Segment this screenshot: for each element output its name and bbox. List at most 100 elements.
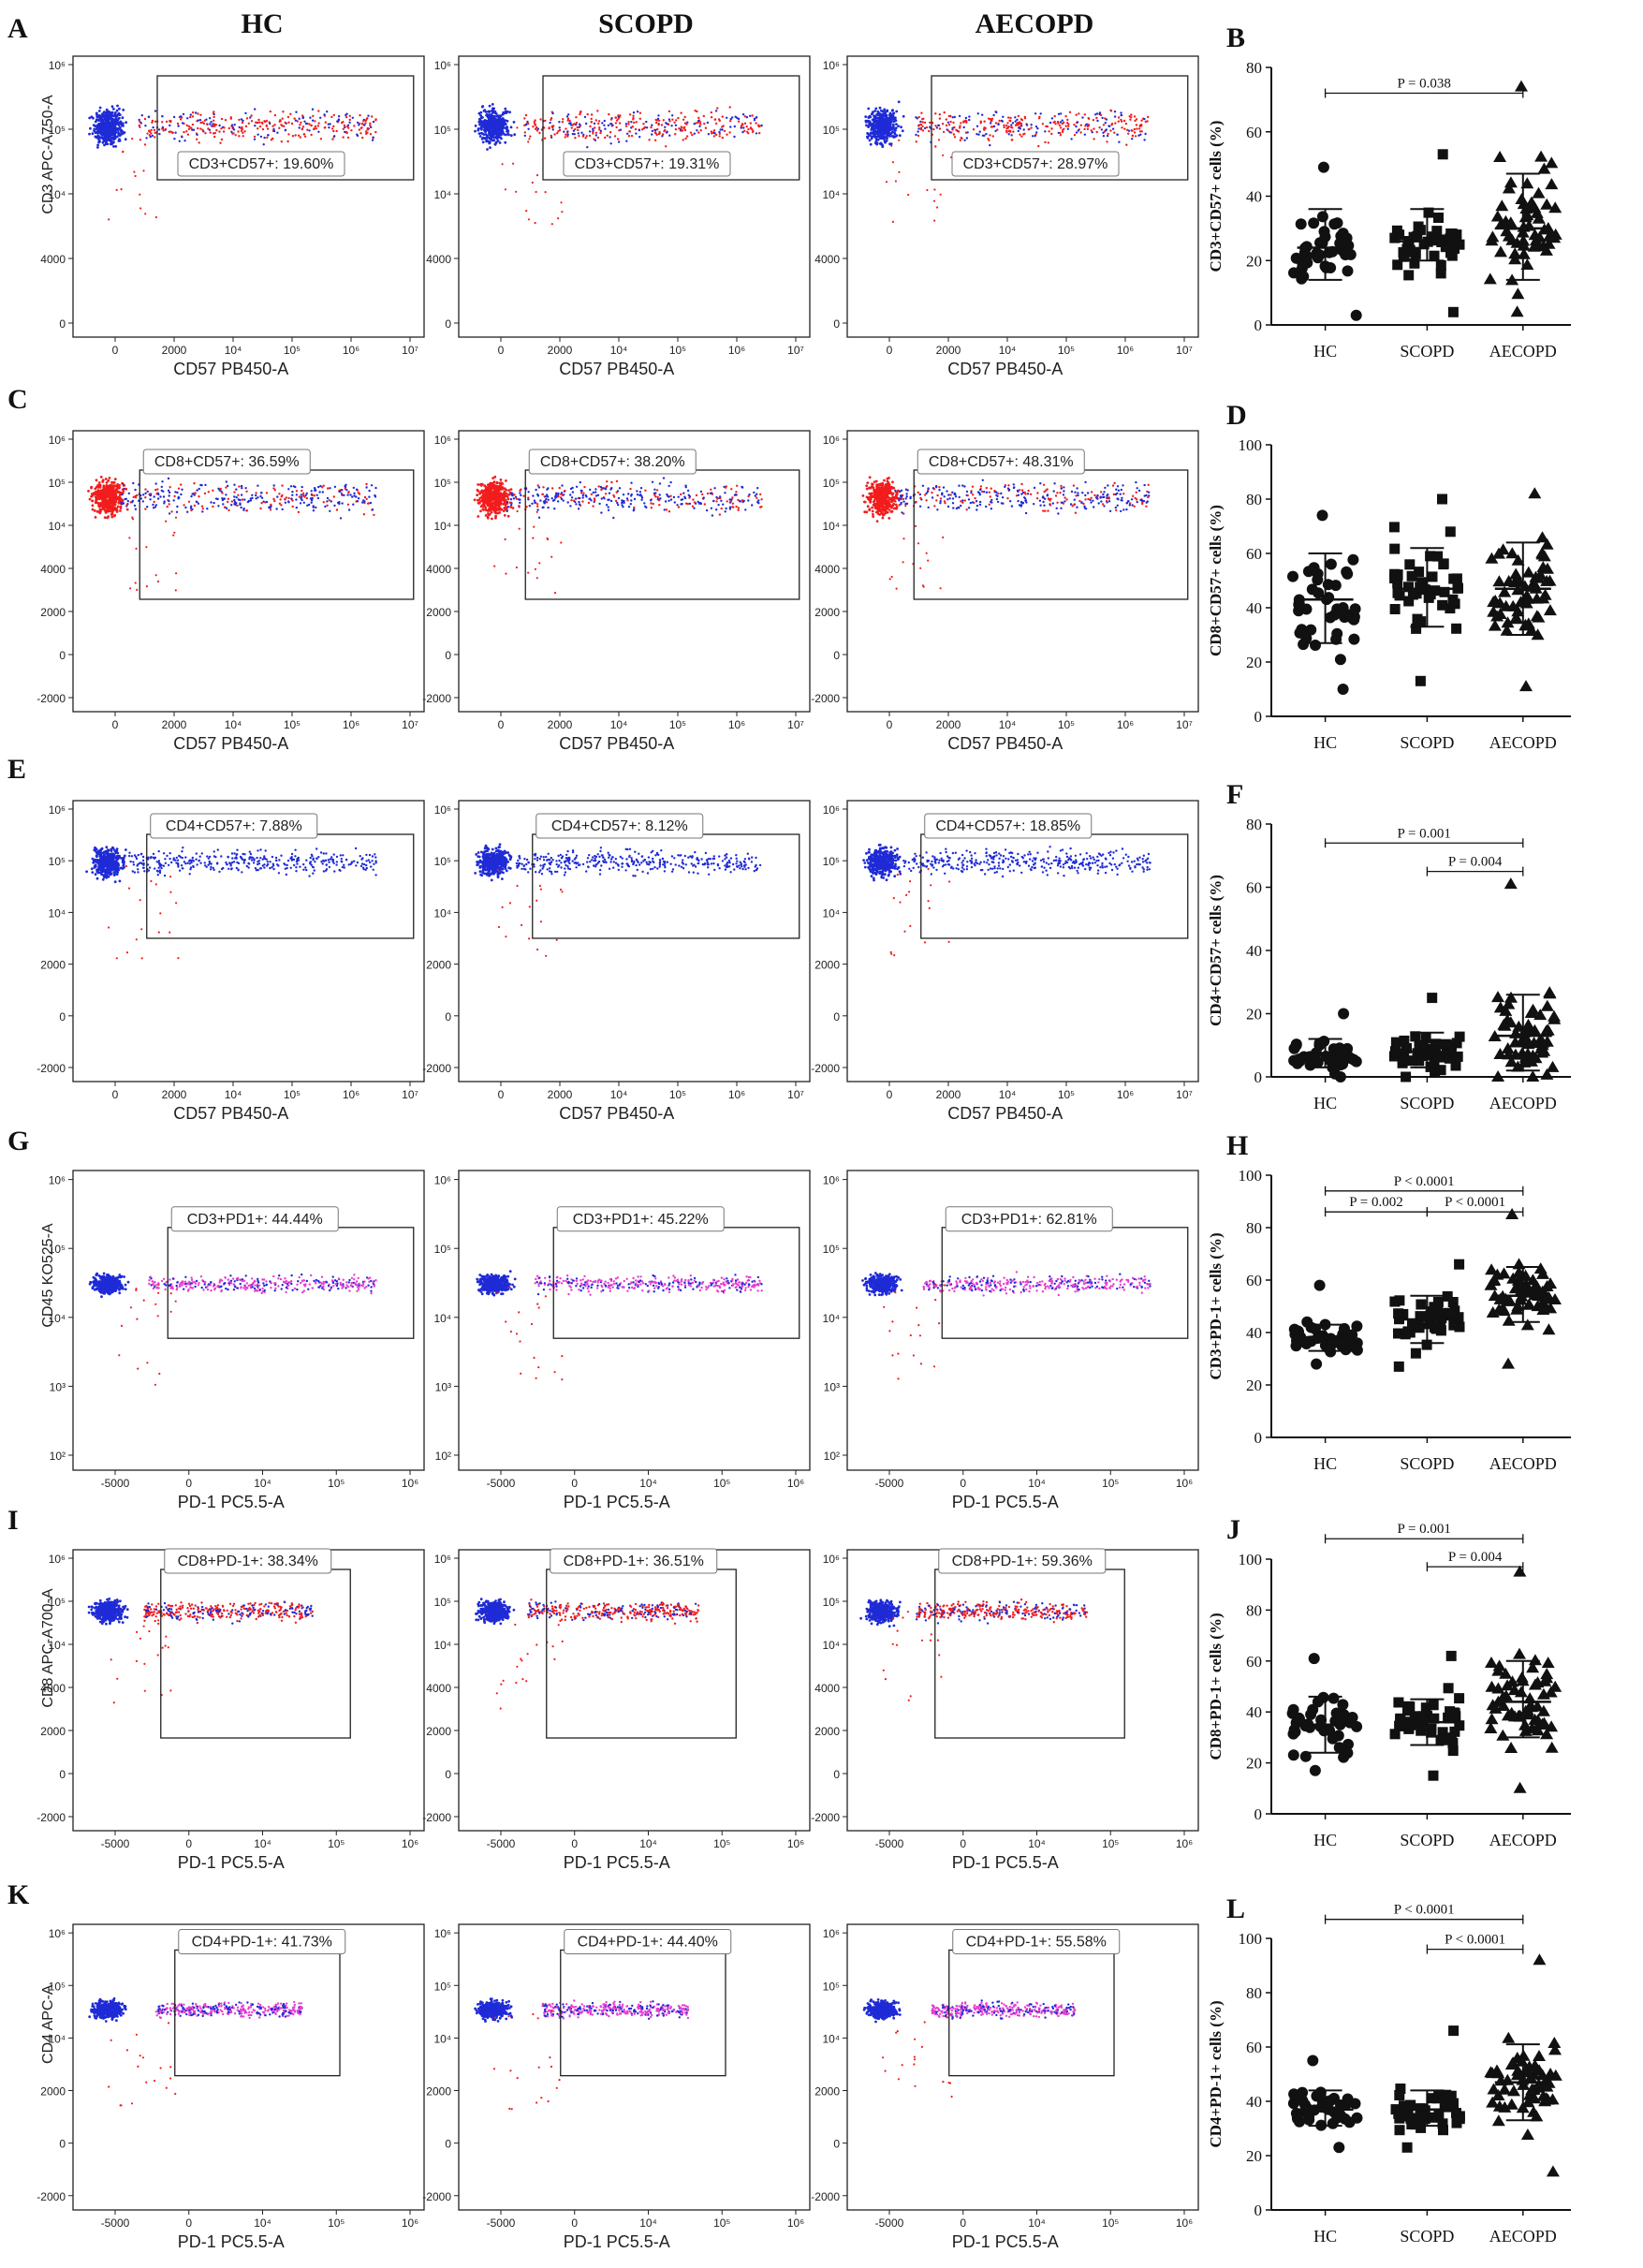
event-dot (366, 131, 369, 134)
event-dot (494, 508, 498, 512)
event-dot (238, 485, 241, 488)
event-dot (594, 126, 596, 129)
event-dot (1034, 112, 1037, 115)
event-dot (102, 486, 106, 490)
event-dot (674, 127, 678, 131)
event-dot (551, 128, 554, 131)
event-dot (1143, 494, 1146, 497)
event-dot (479, 125, 483, 129)
event-dot (321, 491, 324, 493)
event-dot (1006, 497, 1009, 500)
event-dot (608, 112, 610, 116)
event-dot (504, 140, 507, 144)
event-dot (253, 135, 257, 139)
event-dot (347, 491, 350, 494)
event-dot (170, 510, 173, 513)
event-dot (520, 488, 522, 491)
event-dot (109, 504, 111, 507)
event-dot (101, 490, 105, 493)
event-dot (901, 129, 904, 133)
y-tick-label: 10⁶ (49, 59, 66, 72)
event-dot (578, 500, 580, 504)
event-dot (951, 116, 954, 119)
column-headers: HC SCOPD AECOPD (242, 8, 1094, 39)
event-dot (724, 486, 727, 489)
event-dot (665, 508, 668, 511)
event-dot (255, 493, 257, 497)
event-dot (232, 128, 236, 131)
event-dot (532, 125, 535, 128)
event-dot (1081, 116, 1084, 119)
event-dot (579, 112, 581, 116)
event-dot (493, 506, 497, 508)
event-dot (635, 132, 638, 135)
event-dot (1033, 486, 1036, 490)
event-dot (936, 206, 939, 209)
event-dot (1020, 489, 1024, 492)
event-dot (1117, 120, 1121, 123)
event-dot (1010, 505, 1014, 508)
event-dot (937, 124, 940, 127)
event-dot (491, 517, 493, 521)
event-dot (121, 116, 125, 120)
event-dot (1030, 124, 1033, 126)
event-dot (1017, 121, 1020, 125)
event-dot (730, 488, 733, 491)
event-dot (1108, 500, 1111, 503)
x-tick-label: 10⁵ (284, 718, 301, 731)
event-dot (1047, 141, 1050, 144)
event-dot (586, 112, 589, 116)
event-dot (755, 116, 758, 119)
event-dot (500, 121, 503, 124)
event-dot (1008, 119, 1011, 123)
event-dot (134, 508, 138, 510)
event-dot (345, 112, 348, 115)
event-dot (949, 120, 952, 124)
event-dot (206, 123, 209, 125)
event-dot (885, 504, 888, 508)
event-dot (871, 506, 873, 509)
event-dot (1073, 503, 1076, 507)
event-dot (990, 117, 994, 120)
event-dot (1022, 128, 1025, 131)
event-dot (724, 510, 726, 513)
event-dot (269, 508, 272, 511)
event-dot (1137, 489, 1141, 493)
event-dot (653, 493, 656, 496)
y-tick-label: 10⁵ (49, 124, 66, 137)
event-dot (190, 494, 193, 498)
event-dot (490, 510, 493, 514)
event-dot (1147, 115, 1150, 119)
event-dot (1075, 113, 1078, 116)
event-dot (891, 492, 895, 495)
event-dot (121, 493, 124, 496)
event-dot (560, 493, 563, 495)
event-dot (874, 479, 878, 483)
event-dot (542, 500, 546, 503)
event-dot (547, 506, 550, 509)
event-dot (1012, 483, 1016, 486)
event-dot (894, 500, 897, 503)
event-dot (1012, 130, 1015, 133)
event-dot (290, 497, 293, 501)
event-dot (1056, 501, 1059, 504)
event-dot (1007, 133, 1010, 136)
event-dot (1143, 483, 1146, 487)
event-dot (96, 146, 99, 149)
event-dot (680, 128, 682, 131)
event-dot (523, 117, 526, 120)
event-dot (1081, 492, 1084, 494)
event-dot (722, 503, 725, 506)
event-dot (333, 485, 337, 489)
event-dot (301, 116, 304, 120)
event-dot (563, 130, 565, 133)
event-dot (233, 498, 236, 502)
event-dot (170, 130, 173, 133)
event-dot (259, 507, 262, 510)
event-dot (523, 134, 526, 138)
event-dot (1115, 508, 1118, 512)
event-dot (892, 135, 895, 138)
event-dot (571, 132, 575, 136)
event-dot (477, 483, 480, 486)
event-dot (729, 117, 732, 121)
